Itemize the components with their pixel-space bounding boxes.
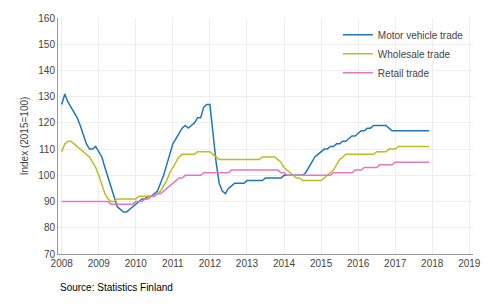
svg-text:140: 140 (38, 65, 55, 76)
svg-text:2015: 2015 (310, 258, 333, 269)
svg-text:100: 100 (38, 170, 55, 181)
svg-text:Retail trade: Retail trade (378, 68, 430, 79)
svg-text:Motor vehicle trade: Motor vehicle trade (378, 30, 463, 41)
svg-text:70: 70 (44, 249, 56, 260)
svg-text:2011: 2011 (162, 258, 184, 269)
svg-text:130: 130 (38, 91, 55, 102)
svg-text:2012: 2012 (199, 258, 222, 269)
svg-text:2016: 2016 (347, 258, 370, 269)
svg-text:2019: 2019 (458, 258, 481, 269)
svg-text:90: 90 (44, 196, 56, 207)
svg-text:110: 110 (39, 144, 55, 155)
svg-text:2008: 2008 (51, 258, 74, 269)
svg-text:80: 80 (44, 222, 56, 233)
svg-text:2009: 2009 (88, 258, 111, 269)
svg-text:2018: 2018 (421, 258, 444, 269)
svg-text:2013: 2013 (236, 258, 259, 269)
svg-text:2014: 2014 (273, 258, 296, 269)
svg-text:150: 150 (38, 39, 55, 50)
svg-text:Wholesale trade: Wholesale trade (378, 49, 451, 60)
svg-text:Index (2015=100): Index (2015=100) (19, 97, 30, 176)
svg-text:Source: Statistics Finland: Source: Statistics Finland (60, 282, 173, 293)
svg-text:2010: 2010 (125, 258, 148, 269)
svg-text:120: 120 (38, 117, 55, 128)
svg-text:2017: 2017 (384, 258, 407, 269)
svg-text:160: 160 (38, 13, 55, 24)
